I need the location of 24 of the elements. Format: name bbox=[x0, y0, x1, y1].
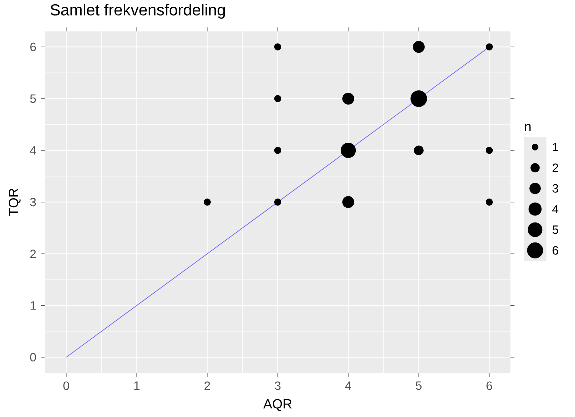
x-tick-label: 0 bbox=[64, 382, 70, 390]
y-tick-label: 3 bbox=[30, 198, 36, 207]
legend-label: 3 bbox=[552, 184, 558, 193]
x-tick-label: 1 bbox=[134, 382, 140, 390]
y-tick-label: 5 bbox=[30, 94, 36, 104]
legend-label: 1 bbox=[553, 143, 558, 152]
legend-label: 2 bbox=[552, 164, 558, 172]
legend-title: n bbox=[525, 124, 531, 132]
y-axis-title: TQR bbox=[8, 188, 21, 216]
y-tick-label: 0 bbox=[30, 353, 36, 362]
chart-title: Samlet frekvensfordeling bbox=[50, 4, 226, 19]
y-tick-label: 4 bbox=[30, 146, 36, 155]
y-tick-label: 6 bbox=[30, 42, 36, 52]
legend-label: 5 bbox=[552, 226, 558, 234]
x-tick-label: 4 bbox=[345, 382, 352, 390]
x-tick-label: 3 bbox=[275, 382, 281, 390]
x-tick-label: 5 bbox=[416, 382, 422, 390]
x-tick-label: 6 bbox=[486, 382, 492, 390]
legend-label: 6 bbox=[552, 246, 558, 255]
x-axis-title: AQR bbox=[264, 399, 292, 412]
y-tick-label: 1 bbox=[30, 302, 36, 310]
x-tick-label: 2 bbox=[204, 382, 210, 390]
y-tick-label: 2 bbox=[30, 250, 36, 258]
legend-label: 4 bbox=[552, 205, 559, 214]
